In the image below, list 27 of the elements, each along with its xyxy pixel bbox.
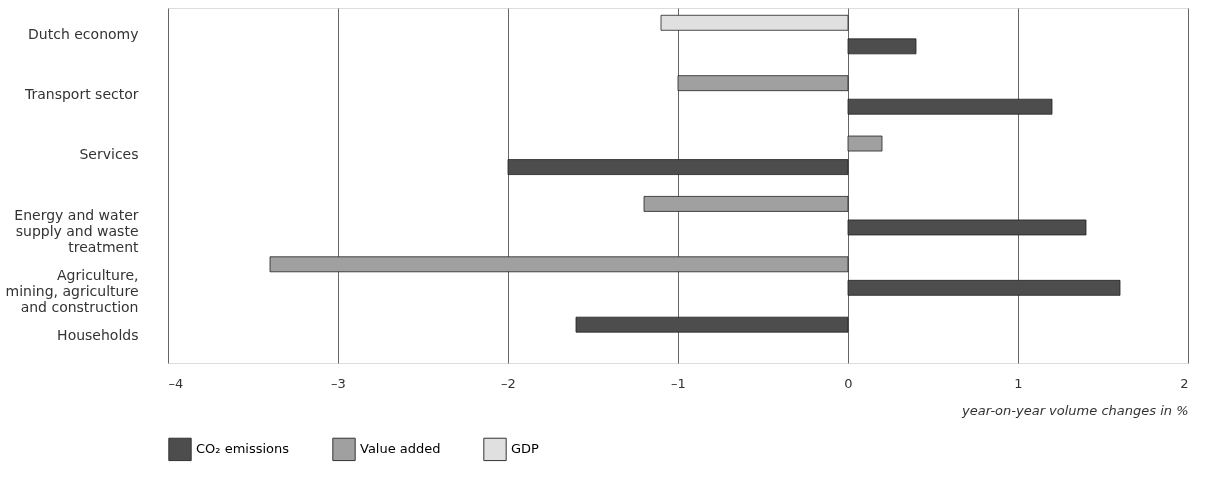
y-tick-label: Agriculture, mining, agriculture and construction <box>5 267 139 316</box>
y-tick-label: Services <box>79 146 139 163</box>
x-tick-label: –3 <box>331 375 346 391</box>
x-tick-label: 2 <box>1180 375 1189 391</box>
bar <box>847 38 917 55</box>
bar <box>269 256 849 273</box>
x-tick-label: –1 <box>671 375 686 391</box>
bar <box>677 75 849 92</box>
bar <box>847 279 1121 296</box>
bar <box>643 196 849 212</box>
legend-label: CO₂ emissions <box>196 441 290 457</box>
bar <box>847 135 883 152</box>
x-tick-label: 0 <box>844 375 853 391</box>
y-tick-label: Households <box>57 327 139 344</box>
bar <box>847 219 1087 236</box>
legend-label: Value added <box>360 441 441 457</box>
x-tick-label: –2 <box>501 375 516 391</box>
x-tick-label: –4 <box>168 375 184 391</box>
y-tick-label: Dutch economy <box>28 25 139 42</box>
legend-label: GDP <box>511 441 540 457</box>
y-tick-label: Energy and water supply and waste treatment <box>14 206 140 255</box>
x-axis-title: year-on-year volume changes in % <box>961 402 1189 418</box>
bar <box>507 159 849 175</box>
bar <box>660 14 849 31</box>
x-tick-label: 1 <box>1014 375 1023 391</box>
bar <box>847 98 1053 115</box>
y-tick-label: Transport sector <box>23 85 139 102</box>
